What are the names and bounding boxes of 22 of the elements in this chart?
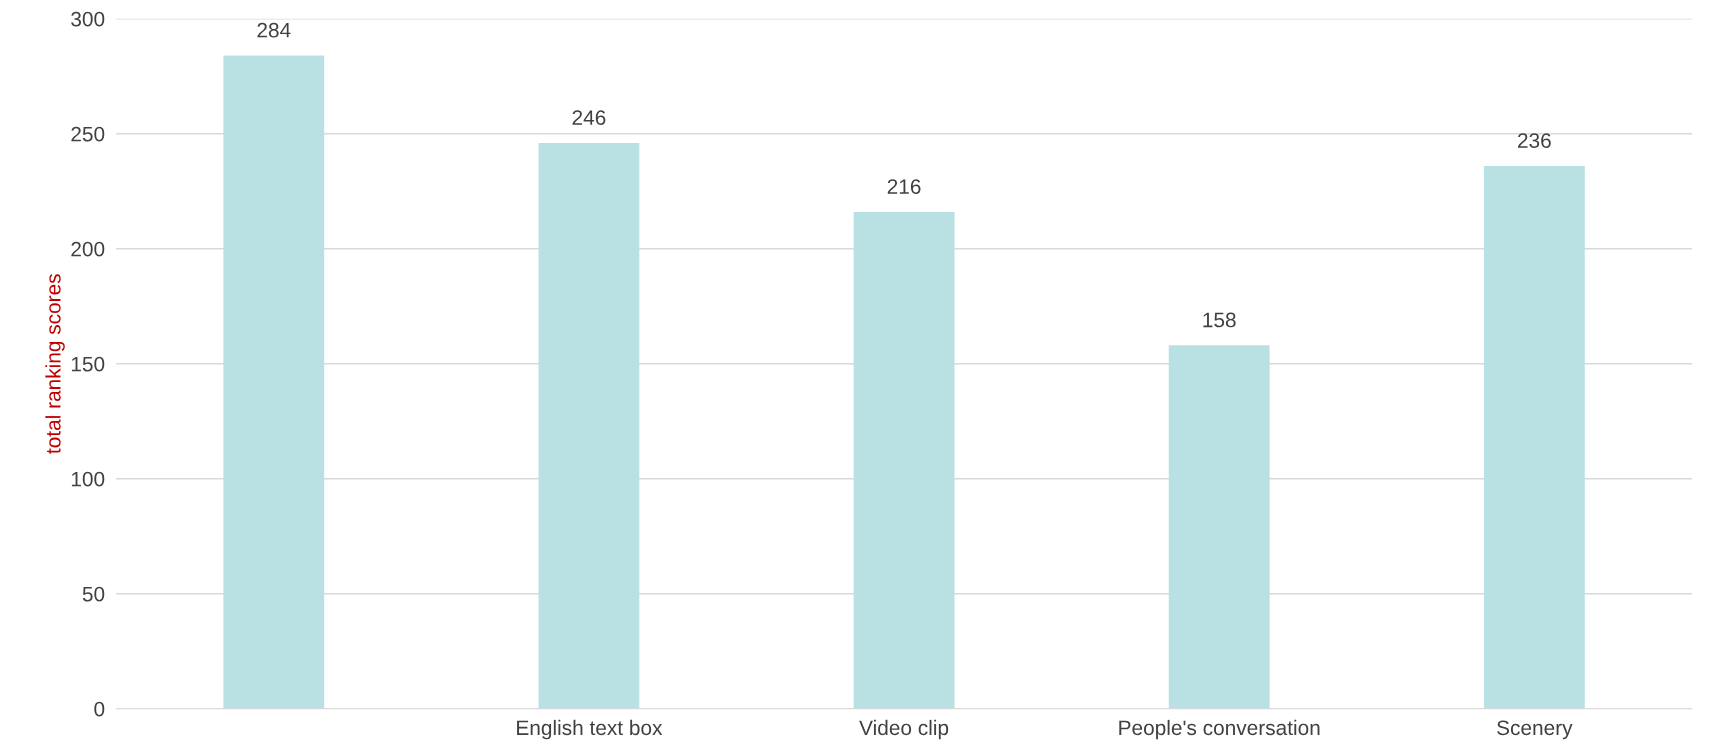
bar [1168, 345, 1270, 709]
x-tick-label: People's conversation [1119, 719, 1320, 740]
y-tick-label: 100 [71, 471, 105, 487]
bar [1483, 165, 1585, 709]
data-label: 158 [1203, 312, 1236, 328]
bar [223, 55, 325, 709]
y-tick-label: 300 [71, 11, 105, 27]
y-axis-title: total ranking scores [45, 274, 65, 454]
y-tick-label: 200 [71, 241, 105, 257]
data-label: 284 [257, 22, 291, 38]
data-label: 236 [1518, 133, 1551, 148]
y-tick-label: 250 [71, 126, 105, 142]
y-tick-label: 150 [71, 356, 105, 372]
y-tick-label: 50 [82, 586, 105, 602]
x-tick-label: Scenery [1497, 720, 1573, 740]
data-label: 246 [572, 110, 606, 125]
bar [853, 211, 955, 709]
x-tick-label: Video clip [859, 719, 949, 740]
x-tick-label: English text box [517, 719, 663, 740]
bar [538, 142, 640, 709]
y-tick-label: 0 [94, 701, 105, 717]
data-label: 216 [887, 179, 921, 194]
